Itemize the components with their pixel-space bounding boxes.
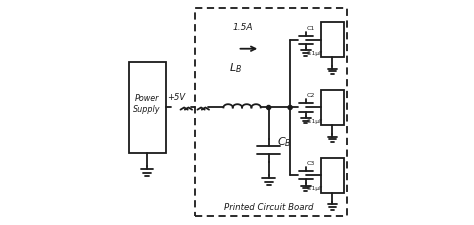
Circle shape bbox=[266, 106, 271, 110]
Text: Printed Circuit Board: Printed Circuit Board bbox=[224, 202, 313, 211]
Circle shape bbox=[288, 106, 292, 110]
FancyBboxPatch shape bbox=[320, 90, 344, 125]
Text: $\mathit{C}_B$: $\mathit{C}_B$ bbox=[277, 135, 292, 149]
FancyBboxPatch shape bbox=[195, 9, 346, 216]
Text: $\mathit{L}_B$: $\mathit{L}_B$ bbox=[229, 61, 242, 74]
Text: 0.1μF: 0.1μF bbox=[307, 51, 323, 56]
Text: 0.1μF: 0.1μF bbox=[307, 118, 323, 123]
Text: Power
Supply: Power Supply bbox=[133, 94, 161, 113]
Text: C1: C1 bbox=[307, 25, 315, 30]
FancyBboxPatch shape bbox=[128, 63, 166, 153]
FancyBboxPatch shape bbox=[320, 158, 344, 193]
Text: 0.1μF: 0.1μF bbox=[307, 186, 323, 191]
Text: C3: C3 bbox=[307, 160, 315, 165]
FancyBboxPatch shape bbox=[320, 23, 344, 58]
Text: C2: C2 bbox=[307, 93, 315, 98]
Text: +5V: +5V bbox=[167, 92, 185, 101]
Text: 1.5A: 1.5A bbox=[233, 22, 254, 32]
